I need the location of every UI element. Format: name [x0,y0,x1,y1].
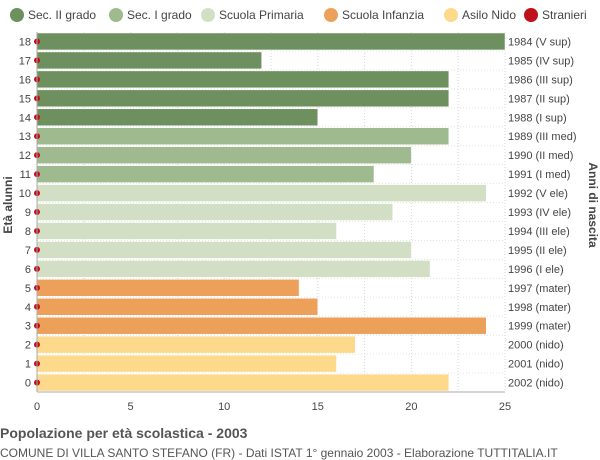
y-tick-label: 11 [20,169,31,181]
y-axis-label-right: Anni di nascita [586,162,600,248]
y-tick-label-right: 1987 (II sup) [508,93,570,105]
bar [36,279,300,297]
legend: Sec. II grado Sec. I grado Scuola Primaria… [10,8,587,22]
legend-swatch [524,8,538,22]
legend-label: Sec. II grado [28,8,96,22]
bar [36,354,337,373]
y-tick-label: 13 [19,131,31,143]
y-tick-label-right: 1998 (mater) [508,302,571,314]
y-tick-label: 7 [25,245,31,257]
x-tick-label: 20 [405,401,417,413]
y-tick-label: 15 [19,93,31,105]
bar [36,127,450,145]
bar [36,335,356,354]
axes: 18 1984 (V sup)17 1985 (IV sup)16 1986 (III… [19,32,576,413]
bar [36,184,487,202]
y-tick-label-right: 1992 (V ele) [508,188,568,200]
x-tick-label: 10 [218,401,230,413]
y-tick-label-right: 2001 (nido) [508,359,564,371]
y-tick-label: 3 [25,321,31,333]
y-tick-label-right: 1996 (I ele) [508,264,564,276]
y-tick-label-right: 1999 (mater) [508,321,571,333]
y-tick-label-right: 1997 (mater) [508,283,571,295]
y-tick-label-right: 1995 (II ele) [508,245,567,257]
y-tick-label: 5 [25,283,31,295]
bar [36,70,450,89]
y-axis-label: Età alunni [1,176,15,233]
bar [36,241,412,259]
bar [36,51,262,70]
bar [36,373,450,392]
x-tick-label: 15 [312,401,324,413]
legend-label: Stranieri [542,8,587,22]
legend-swatch [324,8,338,22]
bar [36,165,375,183]
y-tick-label-right: 2000 (nido) [508,340,564,352]
bar [36,146,412,164]
y-tick-label: 2 [25,340,31,352]
y-tick-label: 18 [19,36,31,48]
bar [36,260,431,278]
y-tick-label-right: 1991 (I med) [508,169,570,181]
y-tick-label-right: 1984 (V sup) [508,36,571,48]
y-tick-label: 10 [19,188,31,200]
legend-label: Scuola Infanzia [342,8,424,22]
chart: Sec. II grado Sec. I grado Scuola Primaria… [1,8,600,413]
bar [36,203,393,221]
bar [36,298,319,316]
y-tick-label: 8 [25,226,31,238]
y-tick-label: 17 [19,55,31,67]
y-tick-label-right: 2002 (nido) [508,378,564,390]
y-tick-label: 12 [19,150,31,162]
bar [36,89,450,108]
y-tick-label-right: 1993 (IV ele) [508,207,571,219]
y-tick-label: 16 [19,74,31,86]
chart-subtitle: COMUNE DI VILLA SANTO STEFANO (FR) - Dat… [0,446,558,460]
bar [36,32,506,51]
x-tick-label: 0 [34,401,40,413]
bar [36,108,319,127]
y-tick-label: 6 [25,264,31,276]
y-tick-label: 1 [25,359,31,371]
y-tick-label-right: 1994 (III ele) [508,226,570,238]
y-tick-label-right: 1985 (IV sup) [508,55,574,67]
legend-swatch [10,8,24,22]
chart-title: Popolazione per età scolastica - 2003 [0,425,248,441]
y-tick-label: 4 [25,302,31,314]
legend-label: Scuola Primaria [219,8,304,22]
legend-label: Sec. I grado [127,8,192,22]
legend-swatch [201,8,215,22]
legend-swatch [109,8,123,22]
bar [36,222,337,240]
bars [34,32,506,392]
y-tick-label-right: 1990 (II med) [508,150,573,162]
x-tick-label: 25 [499,401,511,413]
legend-label: Asilo Nido [462,8,516,22]
y-tick-label-right: 1986 (III sup) [508,74,573,86]
bar [36,317,487,335]
legend-swatch [444,8,458,22]
y-tick-label: 0 [25,378,31,390]
y-tick-label-right: 1989 (III med) [508,131,576,143]
y-tick-label: 14 [19,112,31,124]
y-tick-label: 9 [25,207,31,219]
x-tick-label: 5 [128,401,134,413]
y-tick-label-right: 1988 (I sup) [508,112,567,124]
